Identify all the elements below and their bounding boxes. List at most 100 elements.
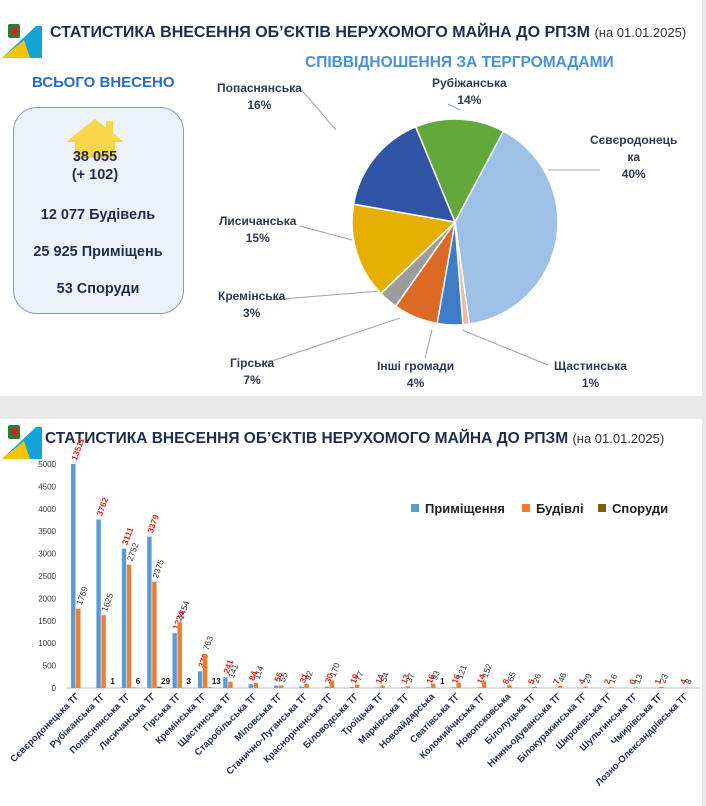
bar-premises xyxy=(121,548,127,688)
pie-label-inshi: Інші громади 4% xyxy=(377,359,455,390)
data-label-premises: 31 xyxy=(297,672,310,685)
bar-buildings xyxy=(329,680,335,688)
legend-premises: Приміщення xyxy=(411,501,505,516)
bar-buildings xyxy=(126,564,132,688)
bar-premises xyxy=(172,633,177,688)
bar-buildings xyxy=(355,684,360,688)
data-label-buildings: 16 xyxy=(607,672,620,685)
data-label-premises: 241 xyxy=(221,658,235,675)
bar-buildings xyxy=(152,581,157,688)
buildings-count: 12 077 Будівель xyxy=(40,207,156,223)
data-label-buildings: 763 xyxy=(201,634,215,651)
data-label-premises: 14 xyxy=(373,673,386,686)
y-tick-label: 2500 xyxy=(38,572,56,581)
data-label-premises: 13 xyxy=(399,673,412,686)
bar-structures xyxy=(207,687,213,688)
legend-swatch-structures xyxy=(598,504,606,512)
data-label-buildings: 121 xyxy=(454,663,468,680)
legend-structures: Споруди xyxy=(598,501,668,516)
bar-buildings xyxy=(634,687,639,688)
bar-buildings xyxy=(405,686,411,688)
data-label-premises: 7 xyxy=(551,677,562,685)
y-tick-label: 1500 xyxy=(38,617,56,626)
total-heading: ВСЬОГО ВНЕСЕНО xyxy=(32,74,175,91)
pie-label-kreminska: Кремінська 3% xyxy=(218,289,286,320)
pie-slice-sievierodonetska xyxy=(454,130,559,325)
data-label-structures: 1 xyxy=(110,677,115,686)
y-tick-label: 3000 xyxy=(38,550,56,559)
bar-premises xyxy=(248,684,253,688)
bar-premises xyxy=(476,687,482,688)
bar-premises xyxy=(426,687,431,688)
y-tick-label: 2000 xyxy=(38,594,56,603)
data-label-premises: 5 xyxy=(526,677,537,685)
data-label-structures: 6 xyxy=(136,677,141,686)
data-label-buildings: 170 xyxy=(328,661,342,678)
pie-label-popasnianska: Попаснянська 16% xyxy=(217,81,302,112)
total-delta: (+ 102) xyxy=(71,167,119,183)
data-label-premises: 84 xyxy=(247,669,260,682)
region-emblem-icon xyxy=(2,24,42,58)
data-label-buildings: 29 xyxy=(581,672,594,685)
data-label-buildings: 141 xyxy=(226,662,240,679)
bar-buildings xyxy=(557,685,563,688)
premises-count: 25 925 Приміщень xyxy=(33,244,163,260)
bar-premises xyxy=(197,671,203,688)
page-title: СТАТИСТИКА ВНЕСЕННЯ ОБ’ЄКТІВ НЕРУХОМОГО … xyxy=(50,24,687,41)
y-tick-label: 3500 xyxy=(38,527,56,536)
bar-buildings xyxy=(228,681,233,688)
data-label-buildings: 93 xyxy=(429,669,442,682)
y-tick-label: 0 xyxy=(52,684,57,693)
region-emblem-icon xyxy=(2,425,42,459)
data-label-buildings: 65 xyxy=(505,670,518,683)
y-tick-label: 5000 xyxy=(38,460,56,469)
data-label-buildings: 92 xyxy=(302,669,315,682)
pie-label-shchastynska: Щастинська 1% xyxy=(554,359,627,390)
bar-premises xyxy=(324,686,330,688)
bar-premises xyxy=(375,687,380,688)
bar-buildings xyxy=(279,685,284,688)
structures-count: 53 Споруди xyxy=(56,281,140,297)
bar-buildings xyxy=(456,682,461,688)
bar-buildings xyxy=(481,681,487,688)
bar-premises xyxy=(96,519,101,688)
data-label-premises: 3379 xyxy=(145,513,161,534)
bar-premises xyxy=(400,687,406,688)
bar-premises xyxy=(350,687,355,688)
data-label-buildings: 1454 xyxy=(175,599,191,620)
bar-buildings xyxy=(608,687,613,688)
bar-buildings xyxy=(507,685,512,688)
data-label-buildings: 13 xyxy=(632,673,645,686)
pie-label-hirska: Гірська 7% xyxy=(230,356,275,387)
data-label-buildings: 2375 xyxy=(150,558,166,579)
data-label-buildings: 26 xyxy=(531,672,544,685)
bar-buildings xyxy=(177,622,182,688)
legend-swatch-buildings xyxy=(522,504,530,512)
pie-slice-rubizhanska xyxy=(414,118,505,224)
data-label-premises: 16 xyxy=(449,672,462,685)
data-label-premises: 13511 xyxy=(69,436,86,461)
pie-slice-lysychanska xyxy=(351,203,457,295)
y-tick-label: 4000 xyxy=(38,505,56,514)
bar-buildings xyxy=(76,608,81,688)
data-label-premises: 4 xyxy=(576,677,587,685)
bar-premises xyxy=(274,685,279,688)
data-label-buildings: 37 xyxy=(404,671,417,684)
data-label-structures: 1 xyxy=(440,677,445,686)
pie-panel: СТАТИСТИКА ВНЕСЕННЯ ОБ’ЄКТІВ НЕРУХОМОГО … xyxy=(0,0,702,396)
legend-buildings: Будівлі xyxy=(522,501,584,516)
data-label-premises: 4 xyxy=(678,677,689,685)
bar-buildings xyxy=(431,683,436,688)
pie-slice-popasnianska xyxy=(352,125,457,223)
bar-buildings xyxy=(202,653,208,688)
data-label-premises: 0 xyxy=(627,678,638,686)
bar-buildings xyxy=(304,683,309,688)
data-label-buildings: 1769 xyxy=(74,585,90,606)
data-label-premises: 56 xyxy=(272,671,285,684)
bar-buildings xyxy=(380,685,385,688)
data-label-buildings: 114 xyxy=(252,664,266,680)
data-label-structures: 13 xyxy=(212,677,221,686)
data-label-premises: 1 xyxy=(652,678,663,686)
bar-panel xyxy=(0,419,702,806)
